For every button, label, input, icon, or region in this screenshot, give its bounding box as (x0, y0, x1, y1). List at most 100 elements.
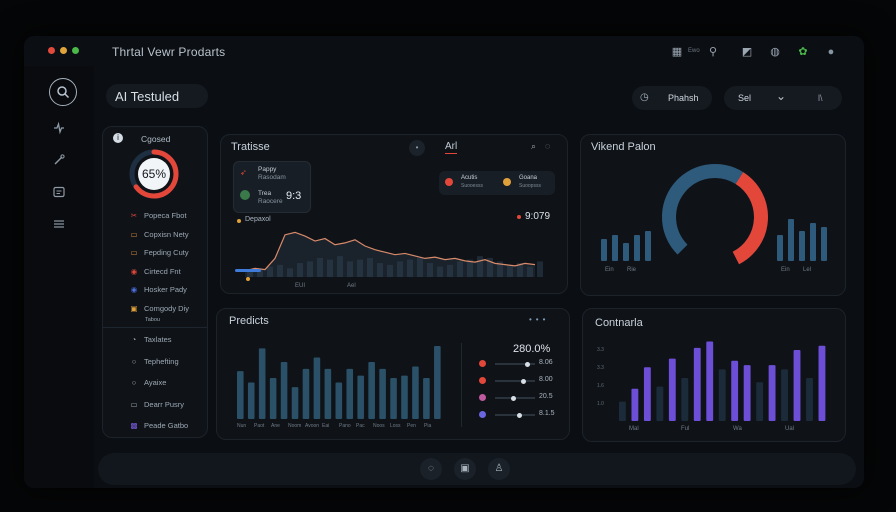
maximize-window-button[interactable] (72, 47, 79, 54)
predicts-x-label: Pen (407, 423, 416, 429)
rocket-icon: ➶ (240, 168, 247, 177)
menu-icon[interactable] (48, 216, 70, 238)
tab-arl[interactable]: Arl (445, 141, 458, 154)
status-icon-2 (503, 178, 511, 186)
trend-marker (235, 269, 261, 272)
user-icon[interactable]: ● (827, 46, 835, 58)
trend-bar (417, 257, 423, 277)
list-item-label: Cirtecd Fnt (144, 266, 181, 276)
predicts-x-label: Ane (271, 423, 280, 429)
vendor-title: Vikend Palon (591, 141, 656, 153)
circle-icon[interactable]: ◌ (545, 141, 551, 151)
predicts-x-label: Pia (424, 423, 431, 429)
globe-icon[interactable]: ◍ (770, 46, 780, 58)
contracts-x-label: Ful (681, 426, 689, 432)
minimize-window-button[interactable] (60, 47, 67, 54)
pulse-icon[interactable] (48, 120, 70, 142)
clock-icon: ◷ (640, 92, 649, 103)
grid-icon[interactable]: ▦ (671, 46, 683, 58)
nav-item-label: Tephefting (144, 356, 179, 366)
vendor-left-bar (623, 243, 629, 261)
left-list-item[interactable]: ◉ Cirtecd Fnt (129, 267, 181, 276)
title-bar: Thrtal Vewr Prodarts ▦ Ewo ⚲ ◩ ◍ ✿ ● (24, 36, 864, 66)
predicts-bar (412, 366, 419, 419)
trends-chart: EUI Ael (235, 231, 543, 289)
sidebar (24, 66, 94, 488)
tag-icon[interactable]: ◩ (741, 46, 753, 58)
gauge-value: 65% (142, 167, 166, 181)
left-list-item[interactable]: ✂ Popeca Fbot (129, 211, 187, 220)
refresh-pill-button[interactable]: ◷ Phahsh (632, 86, 712, 110)
close-window-button[interactable] (48, 47, 55, 54)
trend-bar (407, 259, 413, 277)
left-nav-item[interactable]: ○ Ayaixe (129, 378, 167, 387)
predicts-x-label: Pano (339, 423, 351, 429)
slider-track[interactable] (495, 395, 535, 401)
slider-thumb[interactable] (511, 395, 516, 401)
slider-thumb[interactable] (525, 361, 530, 367)
slider-track[interactable] (495, 412, 535, 418)
leaf-icon[interactable]: ✿ (798, 46, 808, 58)
vendor-arc-blue (662, 164, 744, 255)
trend-bar (377, 263, 383, 277)
contracts-bar (631, 388, 639, 421)
id-card-icon[interactable] (48, 184, 70, 206)
slider-value: 8.00 (539, 376, 553, 383)
search-icon[interactable] (49, 78, 77, 106)
trend-bar (267, 266, 273, 277)
contracts-bar (731, 360, 739, 421)
user-plus-icon[interactable]: ♙ (488, 458, 510, 480)
vendor-right-label: Ein (781, 267, 790, 273)
card-value: 9:3 (286, 190, 302, 202)
trend-bar (277, 264, 283, 277)
left-nav-item[interactable]: ○ Tephefting (129, 357, 179, 366)
save-icon[interactable]: ▣ (454, 458, 476, 480)
chip-2-sub: Suoopsss (519, 183, 541, 189)
predicts-x-label: Paot (254, 423, 265, 429)
page-title: AI Testuled (115, 89, 180, 104)
contracts-bar (781, 369, 788, 421)
trend-bar (387, 264, 393, 277)
vendor-right-bar (810, 223, 816, 261)
predicts-chart: Nun Paot Ane Noom Avoon Eai Pano Pac Noos Loss Pen… (237, 346, 441, 429)
left-nav-item[interactable]: ◔ Taxlates (129, 335, 172, 344)
left-nav-item[interactable]: ▩ Peade Gatbo (129, 421, 188, 430)
options-icon[interactable]: • (409, 140, 425, 156)
list-item-label: Fepding Cuty (144, 248, 189, 257)
contracts-bar (681, 378, 689, 421)
left-nav-item[interactable]: ▭ Dearr Pusry (129, 400, 184, 409)
trend-bar (347, 261, 353, 277)
trend-bar (477, 256, 483, 277)
contracts-bar (693, 347, 701, 421)
search-small-icon[interactable]: ⌕ (531, 141, 537, 151)
left-list-item[interactable]: ▣ Comgody Diy (129, 304, 189, 313)
select-dropdown[interactable]: Sel ⌄ l\ (724, 86, 842, 110)
list-item-icon: ▣ (130, 303, 138, 313)
predicts-bar (258, 348, 266, 419)
more-icon[interactable]: ••• (529, 315, 550, 324)
filter-icon[interactable]: ⚲ (708, 46, 718, 58)
slider-thumb[interactable] (521, 378, 526, 384)
contracts-bar (743, 365, 751, 421)
slider-track[interactable] (495, 378, 535, 384)
trend-bar (257, 268, 263, 277)
left-list-item[interactable]: ◉ Hosker Pady (129, 285, 187, 294)
left-list-item[interactable]: ▭ Copxisn Nety (129, 229, 189, 239)
summary-card[interactable]: ➶ Pappy Rasodam Trea Raocere 9:3 (233, 161, 311, 213)
predicts-x-label: Pac (356, 423, 365, 429)
slider-thumb[interactable] (517, 412, 522, 418)
list-item-label: Copxisn Nety (144, 229, 189, 239)
nav-item-label: Peade Gatbo (144, 421, 189, 430)
left-list-item[interactable]: ▭ Fepding Cuty (129, 248, 189, 257)
slider-track[interactable] (495, 361, 535, 367)
predicts-x-label: Nun (237, 423, 246, 429)
contracts-bar (619, 401, 626, 421)
refresh-icon[interactable]: ◌ (420, 458, 442, 480)
wand-icon[interactable] (48, 152, 70, 174)
predicts-x-label: Avoon (305, 423, 319, 429)
card-line-4: Raocere (258, 198, 283, 205)
refresh-pill-label: Phahsh (668, 93, 699, 103)
trend-bar (527, 266, 533, 277)
trend-bar (497, 261, 503, 277)
card-line-2: Rasodam (258, 174, 286, 181)
